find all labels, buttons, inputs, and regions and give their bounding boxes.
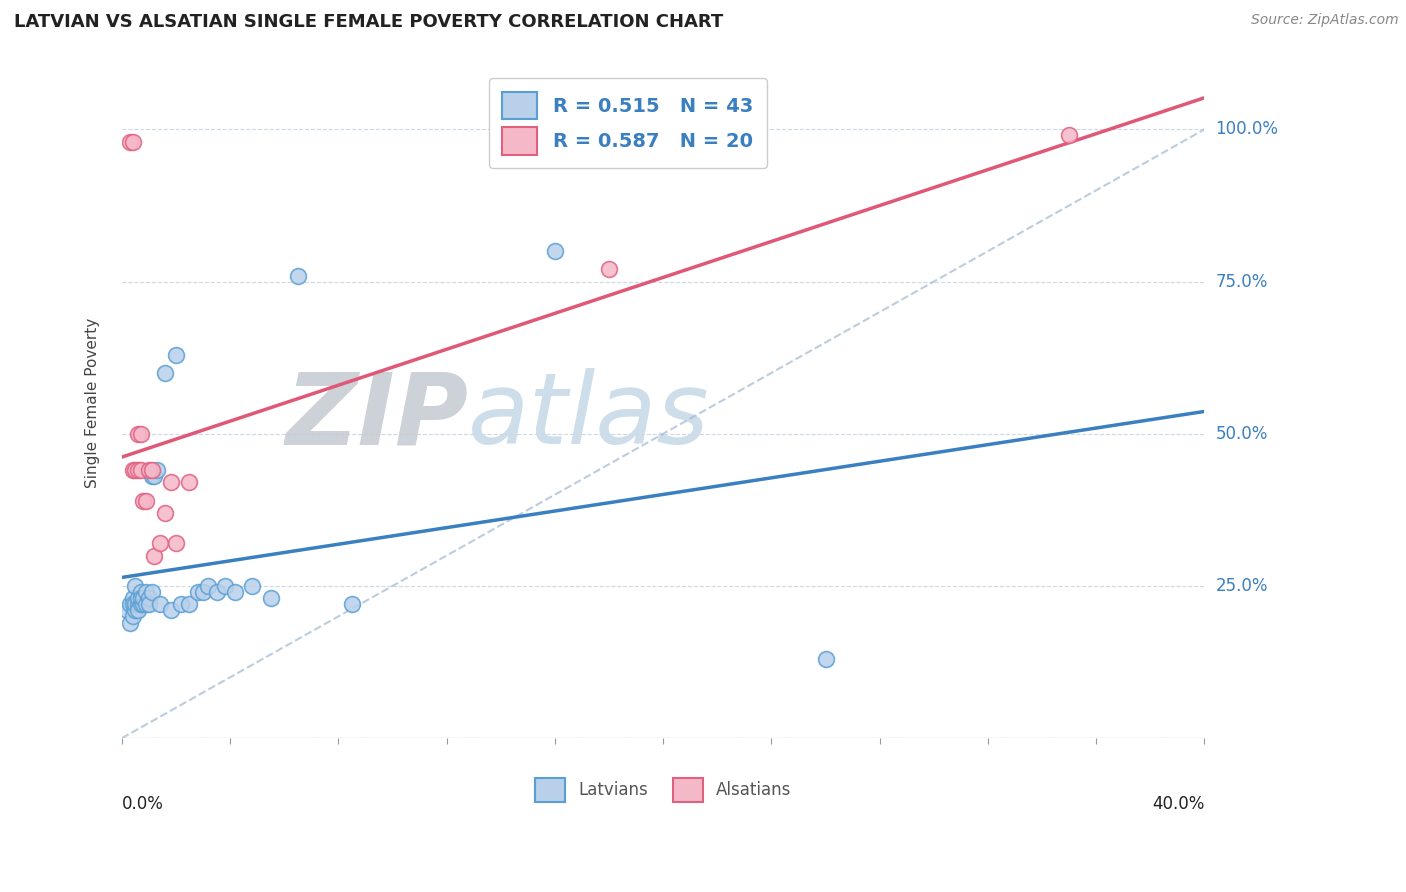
Point: [159, 475, 181, 490]
Point: [191, 585, 214, 599]
Point: [129, 585, 152, 599]
Text: Source: ZipAtlas.com: Source: ZipAtlas.com: [1251, 13, 1399, 28]
Point: [138, 591, 160, 606]
Text: 25.0%: 25.0%: [1216, 577, 1268, 595]
Point: [179, 597, 201, 611]
Point: [121, 135, 143, 149]
Y-axis label: Single Female Poverty: Single Female Poverty: [86, 318, 100, 489]
Text: 50.0%: 50.0%: [1216, 425, 1268, 442]
Point: [129, 591, 152, 606]
Point: [135, 585, 157, 599]
Point: [129, 597, 152, 611]
Point: [143, 549, 166, 563]
Point: [121, 597, 143, 611]
Point: [121, 609, 143, 624]
Point: [127, 426, 149, 441]
Point: [146, 463, 169, 477]
Point: [138, 597, 160, 611]
Point: [149, 597, 172, 611]
Point: [135, 493, 157, 508]
Text: 100.0%: 100.0%: [1216, 120, 1278, 138]
Point: [159, 603, 181, 617]
Point: [132, 493, 155, 508]
Point: [129, 463, 152, 477]
Point: [132, 597, 155, 611]
Point: [240, 579, 263, 593]
Point: [544, 244, 567, 259]
Point: [118, 135, 141, 149]
Point: [814, 652, 837, 666]
Point: [214, 579, 236, 593]
Point: [1057, 128, 1080, 143]
Point: [598, 262, 620, 277]
Point: [124, 579, 146, 593]
Legend: Latvians, Alsatians: Latvians, Alsatians: [526, 770, 800, 810]
Point: [118, 597, 141, 611]
Point: [141, 585, 163, 599]
Point: [127, 591, 149, 606]
Point: [153, 506, 176, 520]
Point: [153, 366, 176, 380]
Point: [121, 591, 143, 606]
Point: [124, 603, 146, 617]
Point: [121, 463, 143, 477]
Text: atlas: atlas: [468, 368, 710, 466]
Point: [115, 603, 138, 617]
Point: [118, 615, 141, 630]
Point: [129, 426, 152, 441]
Point: [143, 469, 166, 483]
Point: [124, 597, 146, 611]
Point: [205, 585, 228, 599]
Point: [127, 597, 149, 611]
Point: [149, 536, 172, 550]
Point: [260, 591, 283, 606]
Text: 40.0%: 40.0%: [1152, 795, 1205, 814]
Point: [138, 463, 160, 477]
Point: [165, 536, 187, 550]
Point: [224, 585, 246, 599]
Point: [287, 268, 309, 283]
Point: [187, 585, 209, 599]
Text: LATVIAN VS ALSATIAN SINGLE FEMALE POVERTY CORRELATION CHART: LATVIAN VS ALSATIAN SINGLE FEMALE POVERT…: [14, 13, 723, 31]
Text: 0.0%: 0.0%: [122, 795, 163, 814]
Point: [135, 597, 157, 611]
Point: [127, 603, 149, 617]
Text: ZIP: ZIP: [285, 368, 468, 466]
Point: [141, 463, 163, 477]
Point: [127, 463, 149, 477]
Point: [197, 579, 219, 593]
Point: [340, 597, 363, 611]
Point: [170, 597, 193, 611]
Point: [179, 475, 201, 490]
Point: [165, 348, 187, 362]
Text: 75.0%: 75.0%: [1216, 273, 1268, 291]
Point: [124, 463, 146, 477]
Point: [141, 469, 163, 483]
Point: [132, 591, 155, 606]
